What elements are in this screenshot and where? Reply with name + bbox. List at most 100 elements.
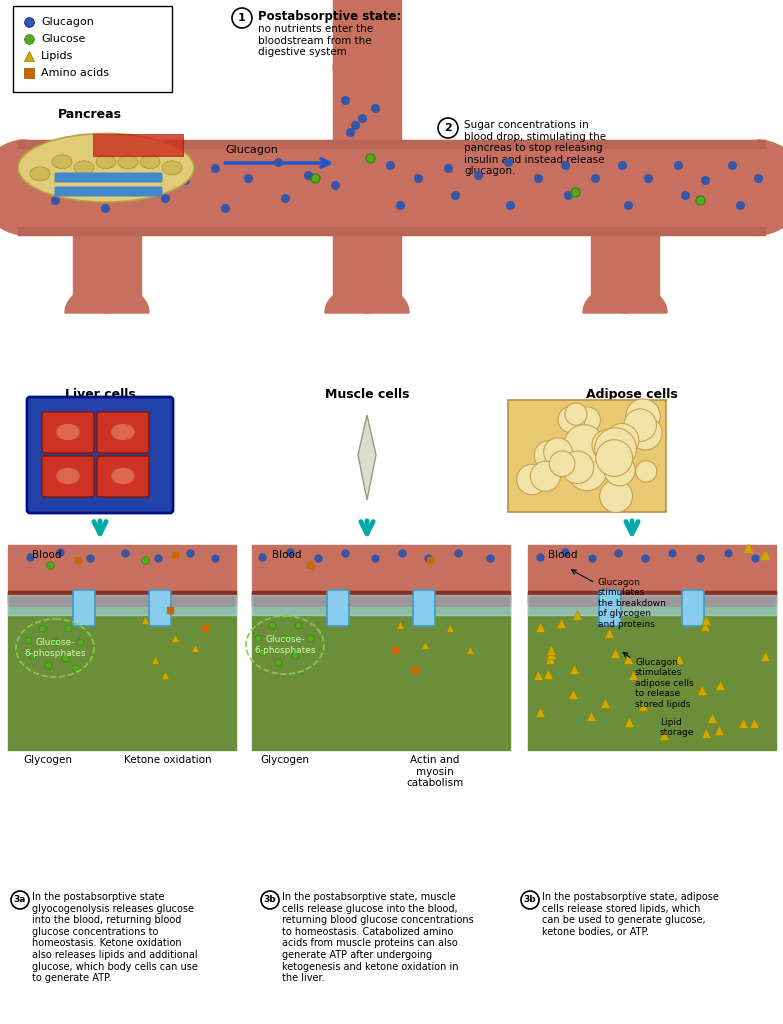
Wedge shape	[365, 291, 409, 313]
Bar	[18, 140, 765, 148]
FancyBboxPatch shape	[508, 400, 666, 512]
Wedge shape	[0, 140, 26, 234]
FancyBboxPatch shape	[97, 456, 149, 497]
Text: Blood: Blood	[32, 550, 62, 560]
Circle shape	[626, 399, 660, 433]
Text: Glucagon
stimulates
adipose cells
to release
stored lipids: Glucagon stimulates adipose cells to rel…	[623, 652, 694, 709]
Text: no nutrients enter the
bloodstream from the
digestive system: no nutrients enter the bloodstream from …	[258, 24, 373, 57]
Circle shape	[564, 425, 604, 465]
Circle shape	[261, 891, 279, 909]
Bar	[18, 140, 765, 234]
FancyBboxPatch shape	[42, 456, 94, 497]
Circle shape	[636, 461, 657, 482]
Bar	[591, 234, 659, 305]
Text: In the postabsorptive state, adipose
cells release stored lipids, which
can be u: In the postabsorptive state, adipose cel…	[542, 892, 719, 937]
Circle shape	[517, 464, 547, 495]
Text: Adipose cells: Adipose cells	[586, 388, 678, 401]
Text: Actin and
myosin
catabolism: Actin and myosin catabolism	[406, 755, 464, 788]
Text: Amino acids: Amino acids	[41, 68, 109, 78]
Ellipse shape	[162, 161, 182, 175]
Circle shape	[543, 438, 572, 466]
FancyBboxPatch shape	[599, 590, 621, 626]
Text: Glucose-
6-phosphates: Glucose- 6-phosphates	[24, 638, 86, 657]
Bar	[8, 607, 236, 750]
Circle shape	[521, 891, 539, 909]
Circle shape	[232, 8, 252, 28]
Circle shape	[605, 424, 639, 458]
Circle shape	[574, 407, 601, 433]
Ellipse shape	[30, 167, 50, 181]
Circle shape	[592, 430, 623, 461]
Circle shape	[558, 407, 585, 433]
FancyBboxPatch shape	[55, 186, 163, 197]
Circle shape	[629, 417, 662, 450]
Circle shape	[604, 455, 635, 485]
Polygon shape	[358, 415, 376, 500]
Ellipse shape	[112, 425, 134, 439]
Text: In the postabsorptive state
glyocogenolysis releases glucose
into the blood, ret: In the postabsorptive state glyocogenoly…	[32, 892, 198, 983]
Text: Lipid
storage: Lipid storage	[660, 718, 695, 737]
Wedge shape	[325, 291, 369, 313]
Ellipse shape	[140, 155, 160, 169]
Text: Pancreas: Pancreas	[58, 108, 122, 121]
Text: 1: 1	[238, 13, 246, 23]
Text: Glucagon: Glucagon	[41, 17, 94, 27]
Text: 3b: 3b	[524, 896, 536, 904]
Circle shape	[600, 479, 633, 513]
Bar	[8, 545, 236, 603]
Circle shape	[11, 891, 29, 909]
Text: Glycogen: Glycogen	[23, 755, 73, 765]
Ellipse shape	[118, 155, 138, 169]
Bar	[93, 134, 183, 156]
Text: Glycogen: Glycogen	[261, 755, 309, 765]
Bar	[252, 607, 510, 750]
Bar	[8, 595, 236, 615]
Text: Ketone oxidation: Ketone oxidation	[124, 755, 212, 765]
FancyBboxPatch shape	[13, 6, 172, 92]
Ellipse shape	[18, 133, 194, 202]
FancyBboxPatch shape	[327, 590, 349, 626]
Wedge shape	[65, 291, 109, 313]
Text: Glucose: Glucose	[41, 34, 85, 44]
Circle shape	[624, 409, 656, 441]
Text: Blood: Blood	[272, 550, 301, 560]
Text: Blood: Blood	[548, 550, 578, 560]
Bar	[528, 591, 776, 607]
Ellipse shape	[96, 155, 116, 169]
Circle shape	[568, 452, 607, 490]
Text: Sugar concentrations in
blood drop, stimulating the
pancreas to stop releasing
i: Sugar concentrations in blood drop, stim…	[464, 120, 606, 176]
Bar	[252, 591, 510, 607]
Bar	[73, 234, 141, 305]
Circle shape	[550, 451, 575, 476]
Text: Muscle cells: Muscle cells	[325, 388, 410, 401]
Ellipse shape	[52, 155, 72, 169]
Wedge shape	[105, 291, 149, 313]
Bar	[252, 545, 510, 603]
FancyBboxPatch shape	[413, 590, 435, 626]
FancyBboxPatch shape	[55, 172, 163, 182]
Text: Lipids: Lipids	[41, 51, 74, 61]
Ellipse shape	[57, 425, 79, 439]
Text: Glucagon: Glucagon	[225, 145, 278, 155]
Ellipse shape	[74, 161, 94, 175]
FancyBboxPatch shape	[27, 397, 173, 513]
Wedge shape	[623, 291, 667, 313]
Bar	[528, 595, 776, 615]
Wedge shape	[757, 140, 783, 234]
Bar	[8, 591, 236, 607]
Text: Glucagon
stimulates
the breakdown
of glycogen
and proteins: Glucagon stimulates the breakdown of gly…	[572, 570, 666, 629]
Wedge shape	[583, 291, 627, 313]
FancyBboxPatch shape	[149, 590, 171, 626]
FancyBboxPatch shape	[97, 412, 149, 453]
Circle shape	[565, 403, 587, 425]
Text: Glucose-
6-phosphates: Glucose- 6-phosphates	[254, 635, 316, 654]
Circle shape	[534, 440, 563, 470]
Text: 2: 2	[444, 123, 452, 133]
Ellipse shape	[112, 469, 134, 483]
Bar	[333, 234, 401, 305]
Circle shape	[594, 428, 637, 470]
Bar	[18, 227, 765, 234]
Bar	[252, 595, 510, 615]
Circle shape	[530, 461, 561, 492]
Text: Postabsorptive state:: Postabsorptive state:	[258, 10, 402, 23]
